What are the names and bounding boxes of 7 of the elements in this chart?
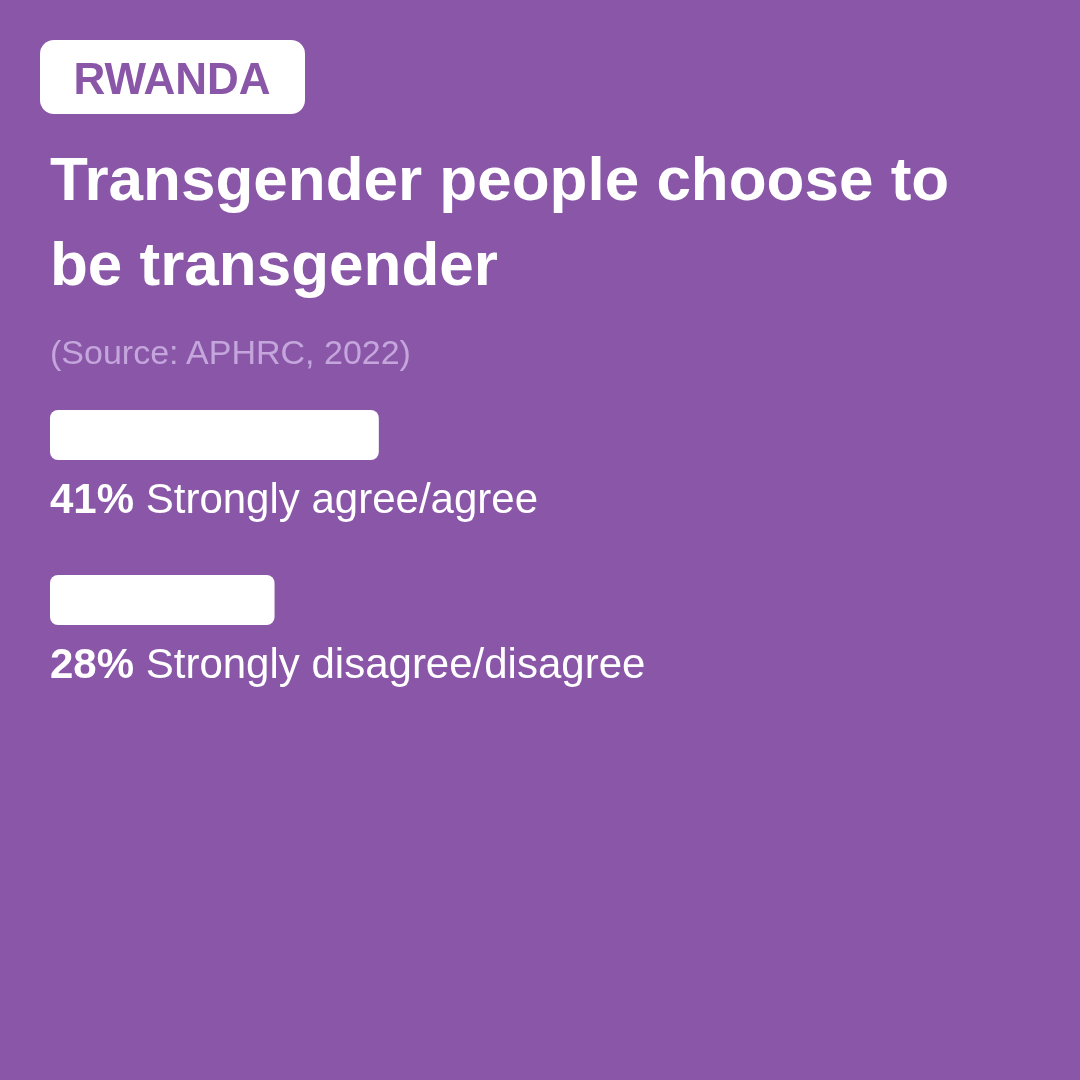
data-label: 41% <box>50 475 135 522</box>
y-tick-label: Strongly agree/agree <box>134 475 538 522</box>
data-label: 28% <box>50 640 135 687</box>
chart-subtitle: RWANDA <box>73 54 271 103</box>
text: (Source: APHRC, 2022) <box>50 333 411 371</box>
chart-title: Transgender people choose to be transgender <box>50 144 950 298</box>
y-tick-label: Strongly disagree/disagree <box>134 640 646 687</box>
